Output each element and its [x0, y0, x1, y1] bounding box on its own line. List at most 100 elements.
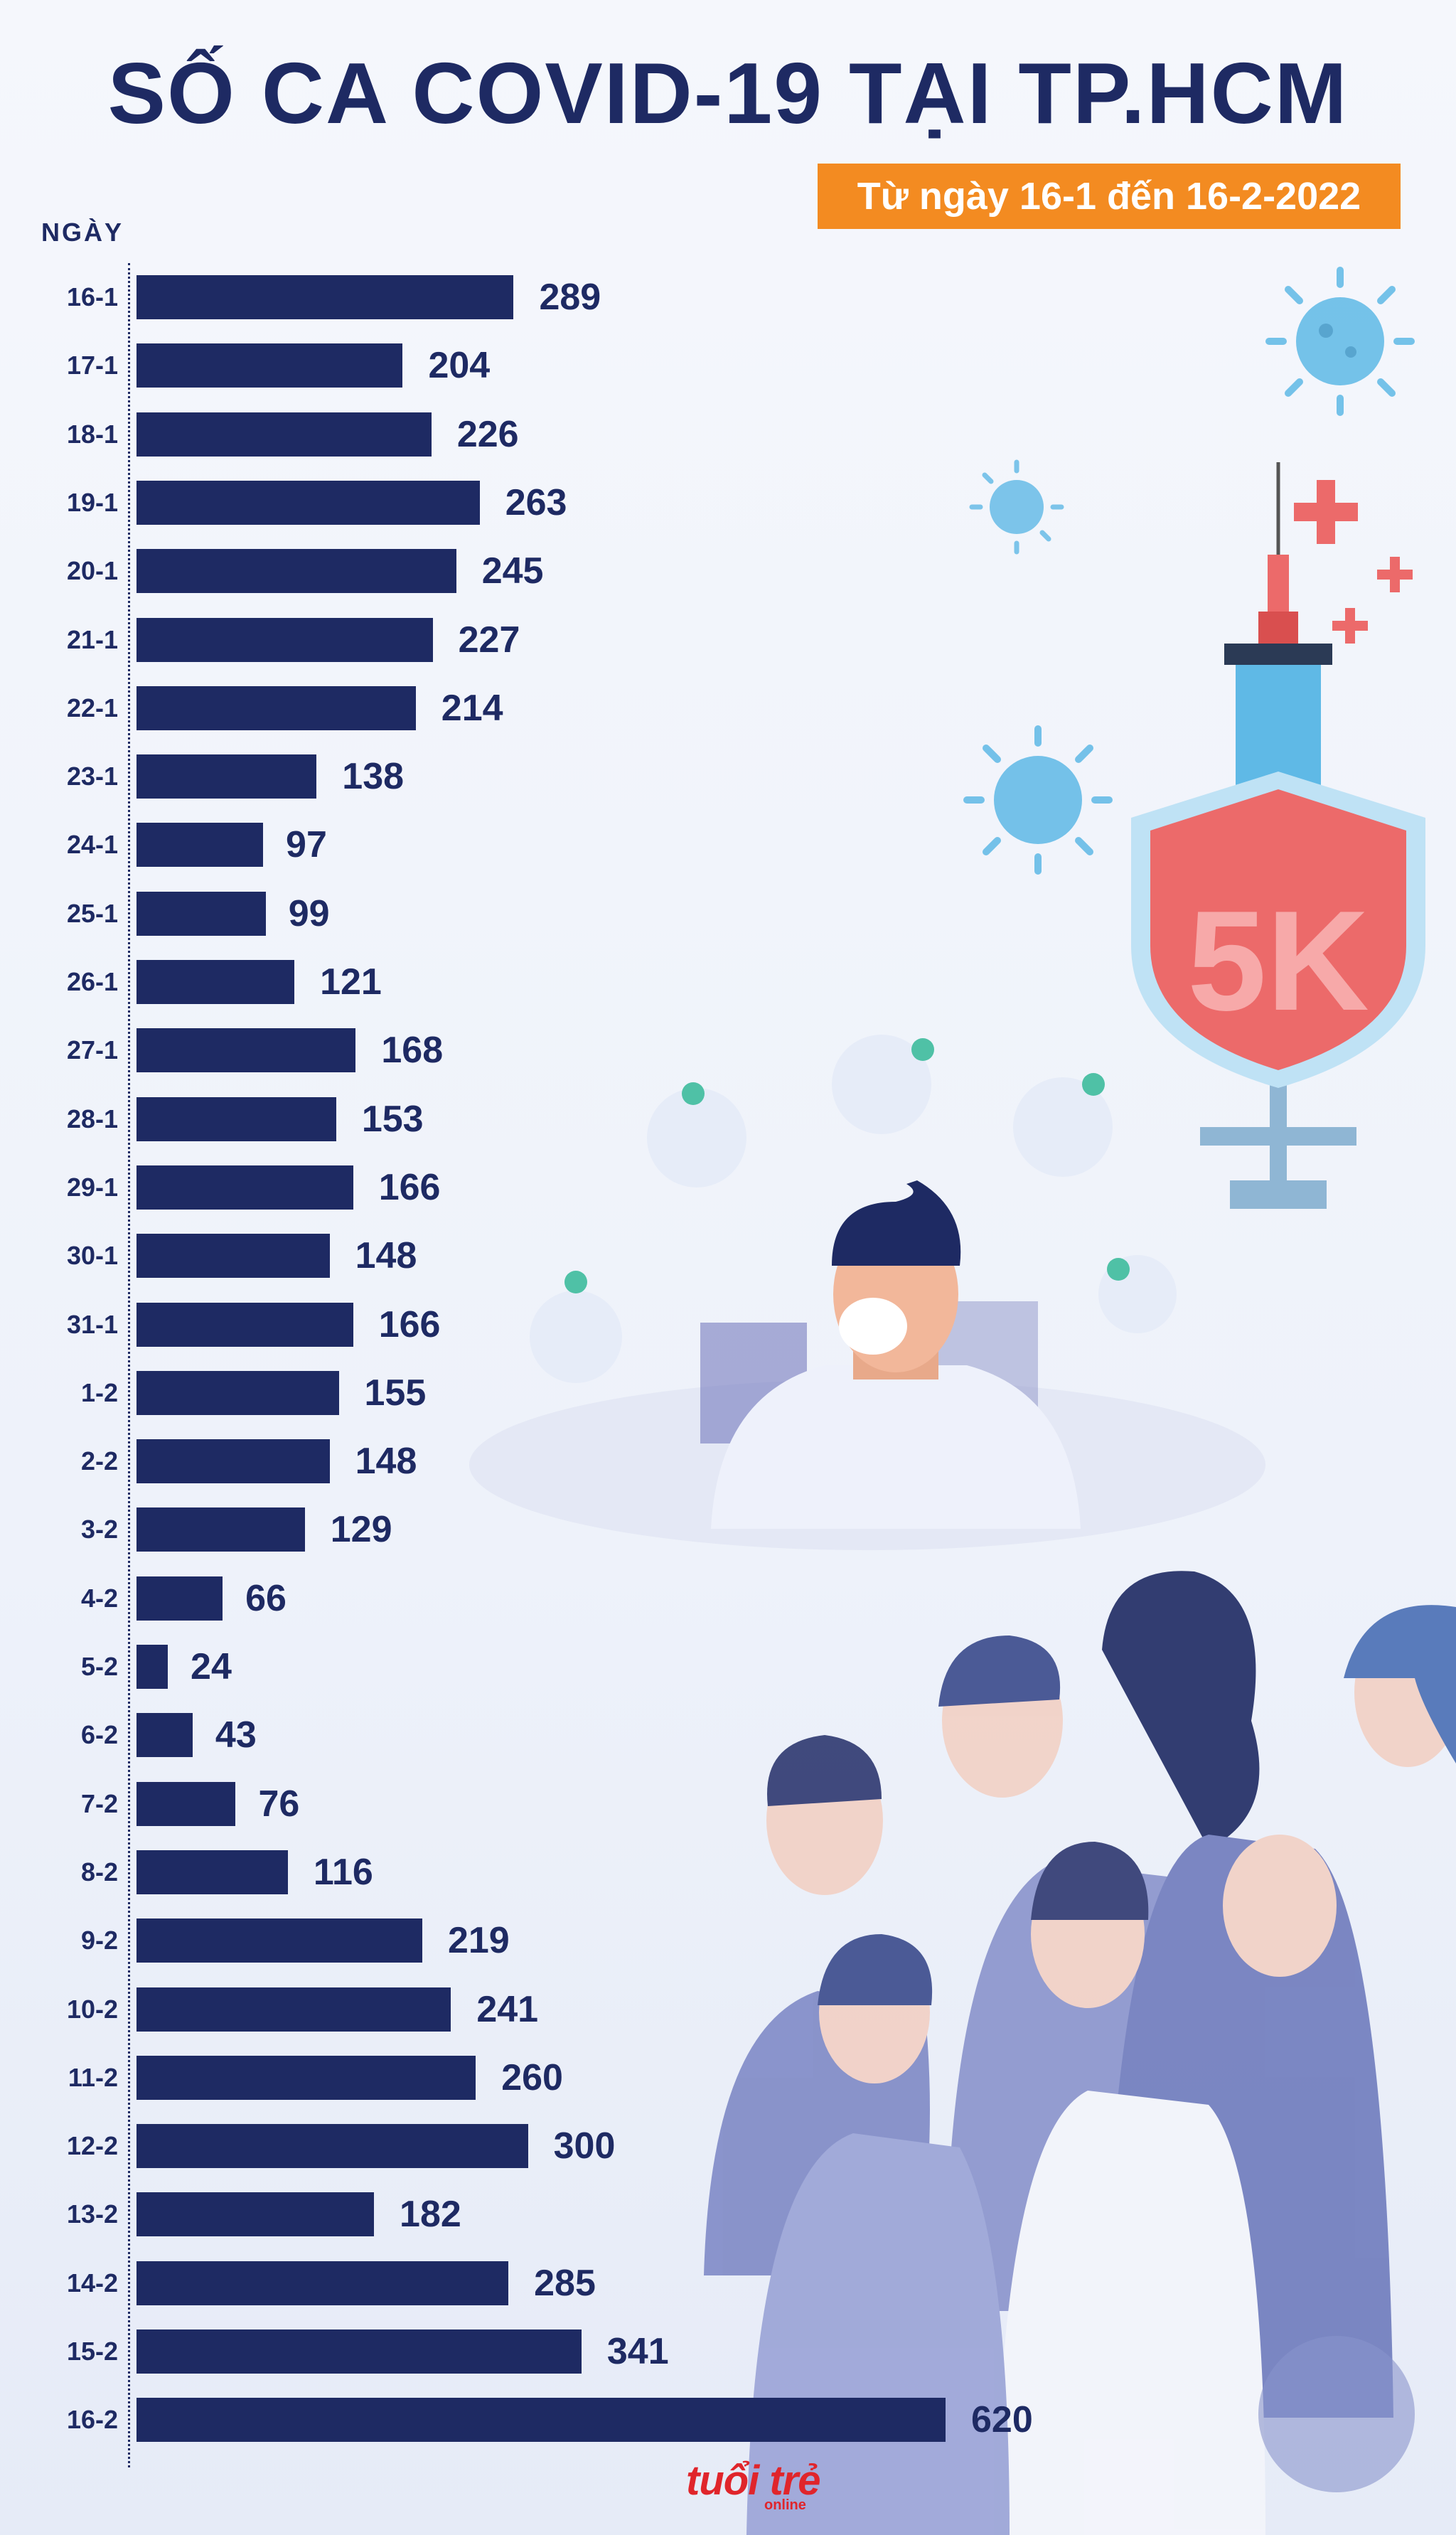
- category-label: 24-1: [66, 830, 118, 860]
- category-label: 27-1: [66, 1035, 118, 1065]
- bar-4-2: [136, 1576, 223, 1621]
- category-label: 8-2: [80, 1857, 118, 1886]
- category-label: 19-1: [66, 487, 118, 517]
- bar-27-1: [136, 1028, 356, 1073]
- bar-25-1: [136, 891, 266, 936]
- value-label: 285: [534, 2262, 596, 2304]
- value-label: 155: [364, 1372, 427, 1414]
- category-label: 12-2: [66, 2131, 118, 2161]
- category-label: 9-2: [80, 1926, 118, 1955]
- category-label: 11-2: [68, 2062, 118, 2092]
- category-label: 23-1: [66, 762, 118, 791]
- bar-19-1: [136, 480, 480, 525]
- value-label: 260: [501, 2056, 563, 2098]
- value-label: 289: [539, 277, 601, 318]
- bar-24-1: [136, 823, 264, 868]
- category-label: 14-2: [66, 2268, 118, 2297]
- date-range-banner: Từ ngày 16-1 đến 16-2-2022: [818, 164, 1401, 229]
- value-label: 168: [381, 1030, 444, 1072]
- bar-12-2: [136, 2124, 528, 2169]
- page-title: SỐ CA COVID-19 TẠI TP.HCM: [107, 45, 1349, 142]
- bar-5-2: [136, 1645, 168, 1689]
- y-axis-line: [128, 263, 130, 2467]
- bar-17-1: [136, 343, 403, 388]
- value-label: 166: [378, 1303, 441, 1345]
- bar-9-2: [136, 1918, 422, 1963]
- value-label: 116: [313, 1851, 373, 1893]
- category-label: 10-2: [66, 1994, 118, 2024]
- value-label: 129: [330, 1509, 392, 1551]
- bar-18-1: [136, 412, 432, 457]
- bar-10-2: [136, 1987, 451, 2032]
- value-label: 204: [428, 345, 491, 387]
- value-label: 153: [361, 1098, 424, 1140]
- publisher-logo: tuổi trẻ: [686, 2457, 821, 2504]
- category-label: 13-2: [66, 2199, 118, 2229]
- category-label: 15-2: [66, 2337, 118, 2366]
- bar-1-2: [136, 1370, 339, 1415]
- category-label: 22-1: [66, 693, 118, 722]
- bar-14-2: [136, 2261, 509, 2305]
- bar-30-1: [136, 1234, 330, 1279]
- category-label: 25-1: [66, 898, 118, 928]
- category-label: 1-2: [80, 1377, 118, 1407]
- bar-22-1: [136, 685, 416, 730]
- y-axis-label: NGÀY: [41, 218, 124, 247]
- value-label: 620: [971, 2399, 1033, 2441]
- bar-20-1: [136, 549, 456, 594]
- category-label: 31-1: [66, 1309, 118, 1339]
- category-label: 16-2: [66, 2405, 118, 2435]
- category-label: 17-1: [66, 351, 118, 380]
- category-label: 4-2: [80, 1583, 118, 1613]
- value-label: 341: [606, 2331, 669, 2372]
- value-label: 24: [191, 1646, 232, 1687]
- value-label: 97: [286, 824, 327, 866]
- category-label: 18-1: [66, 419, 118, 449]
- value-label: 300: [553, 2125, 616, 2167]
- bar-16-1: [136, 275, 514, 319]
- bar-26-1: [136, 960, 295, 1004]
- value-label: 43: [215, 1714, 257, 1756]
- bar-6-2: [136, 1713, 193, 1758]
- bar-28-1: [136, 1096, 336, 1141]
- bar-31-1: [136, 1302, 353, 1347]
- value-label: 66: [245, 1577, 287, 1619]
- publisher-logo-sub: online: [764, 2497, 806, 2513]
- value-label: 121: [320, 961, 382, 1003]
- value-label: 245: [481, 550, 544, 592]
- value-label: 227: [458, 619, 520, 661]
- value-label: 76: [258, 1783, 300, 1825]
- bar-3-2: [136, 1507, 305, 1552]
- category-label: 21-1: [66, 624, 118, 654]
- value-label: 138: [342, 756, 405, 798]
- value-label: 241: [476, 1988, 539, 2030]
- bar-23-1: [136, 754, 317, 799]
- category-label: 2-2: [80, 1446, 118, 1476]
- category-label: 16-1: [66, 282, 118, 311]
- value-label: 148: [355, 1235, 417, 1277]
- value-label: 219: [447, 1920, 510, 1962]
- category-label: 6-2: [80, 1720, 118, 1750]
- bar-15-2: [136, 2329, 582, 2374]
- bar-8-2: [136, 1850, 288, 1894]
- value-label: 214: [441, 687, 503, 729]
- value-label: 263: [505, 481, 567, 523]
- value-label: 166: [378, 1166, 441, 1208]
- bar-2-2: [136, 1439, 330, 1484]
- value-label: 99: [288, 892, 330, 934]
- category-label: 20-1: [66, 556, 118, 586]
- bar-29-1: [136, 1165, 353, 1210]
- bar-21-1: [136, 617, 433, 662]
- value-label: 182: [400, 2194, 461, 2236]
- category-label: 29-1: [66, 1172, 118, 1202]
- bar-16-2: [136, 2398, 946, 2443]
- bar-11-2: [136, 2055, 476, 2100]
- category-label: 5-2: [80, 1652, 118, 1681]
- value-label: 148: [355, 1441, 417, 1483]
- value-label: 226: [456, 413, 519, 455]
- category-label: 26-1: [66, 967, 118, 996]
- category-label: 3-2: [80, 1515, 118, 1544]
- bar-7-2: [136, 1781, 236, 1826]
- category-label: 28-1: [66, 1104, 118, 1133]
